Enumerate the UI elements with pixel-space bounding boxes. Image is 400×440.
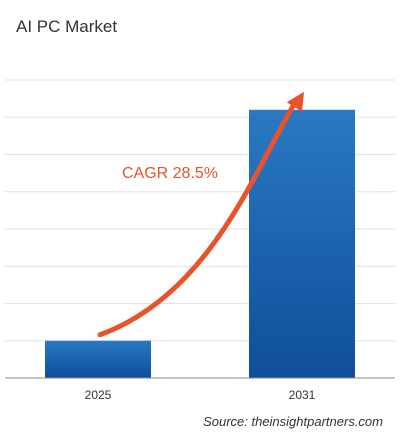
x-tick-label-2031: 2031 (289, 388, 316, 402)
cagr-annotation: CAGR 28.5% (122, 165, 218, 182)
bar-2031 (249, 109, 355, 379)
cagr-arrow (97, 98, 299, 338)
x-tick-labels: 2025 2031 (85, 388, 316, 402)
bar-2025 (45, 340, 151, 378)
source-note: Source: theinsightpartners.com (203, 414, 383, 429)
chart-title: AI PC Market (16, 17, 117, 36)
cagr-arrow-head (286, 91, 304, 112)
x-tick-label-2025: 2025 (85, 388, 112, 402)
bars (45, 109, 355, 379)
gridlines (5, 79, 395, 342)
